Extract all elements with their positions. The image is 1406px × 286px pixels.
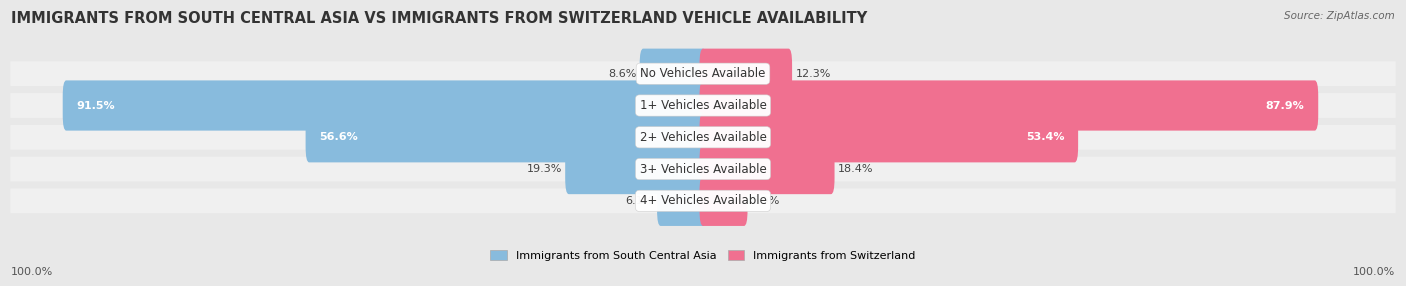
FancyBboxPatch shape <box>700 49 792 99</box>
Text: 8.6%: 8.6% <box>607 69 636 79</box>
FancyBboxPatch shape <box>63 80 706 131</box>
Text: Source: ZipAtlas.com: Source: ZipAtlas.com <box>1284 11 1395 21</box>
Text: 100.0%: 100.0% <box>1353 267 1395 277</box>
FancyBboxPatch shape <box>700 176 748 226</box>
Legend: Immigrants from South Central Asia, Immigrants from Switzerland: Immigrants from South Central Asia, Immi… <box>486 246 920 266</box>
FancyBboxPatch shape <box>10 125 1396 150</box>
Text: No Vehicles Available: No Vehicles Available <box>640 67 766 80</box>
Text: 3+ Vehicles Available: 3+ Vehicles Available <box>640 162 766 176</box>
Text: 87.9%: 87.9% <box>1265 100 1305 110</box>
FancyBboxPatch shape <box>657 176 706 226</box>
Text: 2+ Vehicles Available: 2+ Vehicles Available <box>640 131 766 144</box>
FancyBboxPatch shape <box>10 61 1396 86</box>
FancyBboxPatch shape <box>10 157 1396 181</box>
Text: IMMIGRANTS FROM SOUTH CENTRAL ASIA VS IMMIGRANTS FROM SWITZERLAND VEHICLE AVAILA: IMMIGRANTS FROM SOUTH CENTRAL ASIA VS IM… <box>11 11 868 26</box>
Text: 4+ Vehicles Available: 4+ Vehicles Available <box>640 194 766 207</box>
FancyBboxPatch shape <box>10 188 1396 213</box>
Text: 12.3%: 12.3% <box>796 69 831 79</box>
Text: 91.5%: 91.5% <box>77 100 115 110</box>
Text: 100.0%: 100.0% <box>11 267 53 277</box>
FancyBboxPatch shape <box>700 112 1078 162</box>
FancyBboxPatch shape <box>565 144 706 194</box>
FancyBboxPatch shape <box>305 112 706 162</box>
FancyBboxPatch shape <box>640 49 706 99</box>
Text: 56.6%: 56.6% <box>319 132 359 142</box>
Text: 1+ Vehicles Available: 1+ Vehicles Available <box>640 99 766 112</box>
Text: 18.4%: 18.4% <box>838 164 873 174</box>
Text: 5.9%: 5.9% <box>751 196 779 206</box>
FancyBboxPatch shape <box>700 144 835 194</box>
FancyBboxPatch shape <box>700 80 1319 131</box>
Text: 53.4%: 53.4% <box>1026 132 1064 142</box>
Text: 19.3%: 19.3% <box>526 164 562 174</box>
Text: 6.1%: 6.1% <box>626 196 654 206</box>
FancyBboxPatch shape <box>10 93 1396 118</box>
